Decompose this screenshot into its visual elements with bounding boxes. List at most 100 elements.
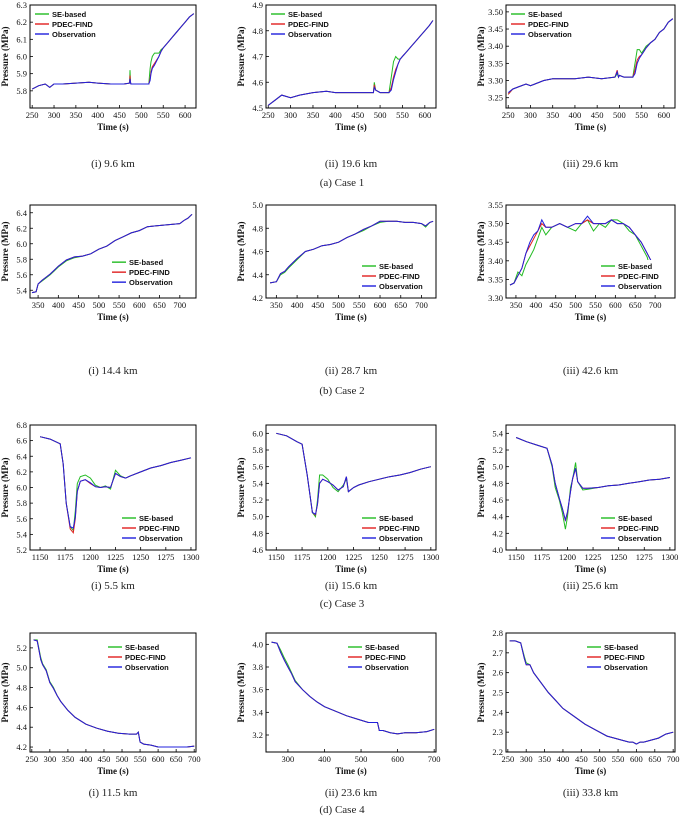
x-tick-label: 550 <box>134 754 147 764</box>
y-tick-label: 4.6 <box>16 702 27 712</box>
legend-label: SE-based <box>129 258 164 267</box>
y-axis-label: Pressure (MPa) <box>236 222 246 282</box>
y-tick-label: 4.8 <box>16 683 27 693</box>
legend-label: PDEC-FIND <box>365 653 406 662</box>
x-axis-label: Time (s) <box>335 312 367 322</box>
x-tick-label: 500 <box>332 300 345 310</box>
x-axis-label: Time (s) <box>335 564 367 574</box>
x-tick-label: 400 <box>291 300 304 310</box>
y-tick-label: 6.0 <box>16 483 27 493</box>
legend-label: PDEC-FIND <box>288 20 329 29</box>
panel-title: (ii) 28.7 km <box>325 365 378 377</box>
x-tick-label: 450 <box>575 754 588 764</box>
y-tick-label: 5.6 <box>16 514 27 524</box>
legend-label: PDEC-FIND <box>618 524 659 533</box>
x-axis-label: Time (s) <box>97 312 129 322</box>
x-axis-label: Time (s) <box>335 122 367 132</box>
x-tick-label: 700 <box>649 300 662 310</box>
x-tick-label: 1225 <box>585 552 602 562</box>
legend-label: SE-based <box>365 643 400 652</box>
y-tick-label: 5.8 <box>252 445 263 455</box>
x-tick-label: 350 <box>546 110 559 120</box>
legend-label: PDEC-FIND <box>139 524 180 533</box>
legend-label: SE-based <box>379 514 414 523</box>
row-caption: (c) Case 3 <box>320 598 365 610</box>
y-tick-label: 4.8 <box>252 223 263 233</box>
x-tick-label: 700 <box>188 754 201 764</box>
y-tick-label: 6.0 <box>16 239 27 249</box>
panel-title: (i) 14.4 km <box>88 365 138 377</box>
y-tick-label: 4.6 <box>492 495 503 505</box>
x-tick-label: 400 <box>569 110 582 120</box>
y-tick-label: 6.2 <box>16 223 27 233</box>
x-tick-label: 300 <box>284 110 297 120</box>
x-tick-label: 550 <box>612 754 625 764</box>
x-tick-label: 1275 <box>636 552 653 562</box>
y-tick-label: 4.8 <box>252 528 263 538</box>
x-tick-label: 400 <box>52 300 65 310</box>
series-line-observation <box>31 213 193 294</box>
y-tick-label: 5.8 <box>16 498 27 508</box>
legend-label: Observation <box>288 30 332 39</box>
chart-panel-5: 350 400 450 500 550 600 650 700 4.2 4.4 4.6 4.8 5.0 T… <box>236 200 437 377</box>
x-tick-label: 650 <box>394 300 407 310</box>
chart-panel-2: 250 300 350 400 450 500 550 600 4.5 4.6 4.7 4.8 4.9 T… <box>236 0 437 170</box>
x-tick-label: 250 <box>26 110 39 120</box>
panel-title: (iii) 33.8 km <box>563 787 619 799</box>
x-tick-label: 250 <box>262 110 275 120</box>
chart-panel-4: 350 400 450 500 550 600 650 700 5.4 5.6 5.8 6.0 6.2 6… <box>0 204 197 377</box>
y-tick-label: 6.0 <box>252 428 263 438</box>
x-tick-label: 500 <box>593 754 606 764</box>
x-tick-label: 400 <box>329 110 342 120</box>
series-line-observation <box>271 641 435 735</box>
y-tick-label: 2.8 <box>492 628 503 638</box>
x-tick-label: 500 <box>613 110 626 120</box>
legend-label: Observation <box>379 282 423 291</box>
x-tick-label: 1175 <box>57 552 74 562</box>
series-line-observation <box>270 220 434 284</box>
x-tick-label: 500 <box>92 300 105 310</box>
y-tick-label: 4.6 <box>252 77 263 87</box>
x-tick-label: 300 <box>524 110 537 120</box>
x-tick-label: 1150 <box>508 552 525 562</box>
x-tick-label: 600 <box>609 300 622 310</box>
x-tick-label: 650 <box>170 754 183 764</box>
y-tick-label: 3.25 <box>488 93 503 103</box>
y-tick-label: 4.7 <box>252 52 263 62</box>
x-axis-label: Time (s) <box>97 122 129 132</box>
y-tick-label: 3.50 <box>488 219 503 229</box>
y-tick-label: 6.4 <box>16 208 27 218</box>
x-axis-label: Time (s) <box>97 564 129 574</box>
x-tick-label: 400 <box>80 754 93 764</box>
legend-label: PDEC-FIND <box>125 653 166 662</box>
x-tick-label: 500 <box>135 110 148 120</box>
y-tick-label: 3.4 <box>252 707 263 717</box>
legend-label: SE-based <box>604 643 639 652</box>
y-tick-label: 3.40 <box>488 41 503 51</box>
y-tick-label: 5.8 <box>16 86 27 96</box>
legend-label: Observation <box>139 534 183 543</box>
x-tick-label: 350 <box>270 300 283 310</box>
legend-label: PDEC-FIND <box>618 272 659 281</box>
series-line-observation <box>276 432 431 515</box>
y-tick-label: 3.40 <box>488 256 503 266</box>
legend-label: SE-based <box>125 643 160 652</box>
y-tick-label: 4.4 <box>16 722 27 732</box>
y-tick-label: 2.2 <box>492 747 503 757</box>
x-axis-label: Time (s) <box>575 564 607 574</box>
x-tick-label: 550 <box>589 300 602 310</box>
panel-title: (i) 11.5 km <box>89 787 138 799</box>
y-tick-label: 3.35 <box>488 58 503 68</box>
legend-label: PDEC-FIND <box>604 653 645 662</box>
x-tick-label: 1300 <box>422 552 439 562</box>
legend-label: SE-based <box>618 262 653 271</box>
chart-panel-1: 250 300 350 400 450 500 550 600 5.8 5.9 6.0 6.1 6.2 6… <box>0 0 197 170</box>
y-tick-label: 6.4 <box>16 451 27 461</box>
y-axis-label: Pressure (MPa) <box>0 458 10 518</box>
legend-label: SE-based <box>288 10 323 19</box>
y-tick-label: 4.6 <box>252 247 263 257</box>
y-tick-label: 6.6 <box>16 436 27 446</box>
x-tick-label: 650 <box>648 754 661 764</box>
y-tick-label: 5.0 <box>492 462 503 472</box>
x-tick-label: 650 <box>153 300 166 310</box>
